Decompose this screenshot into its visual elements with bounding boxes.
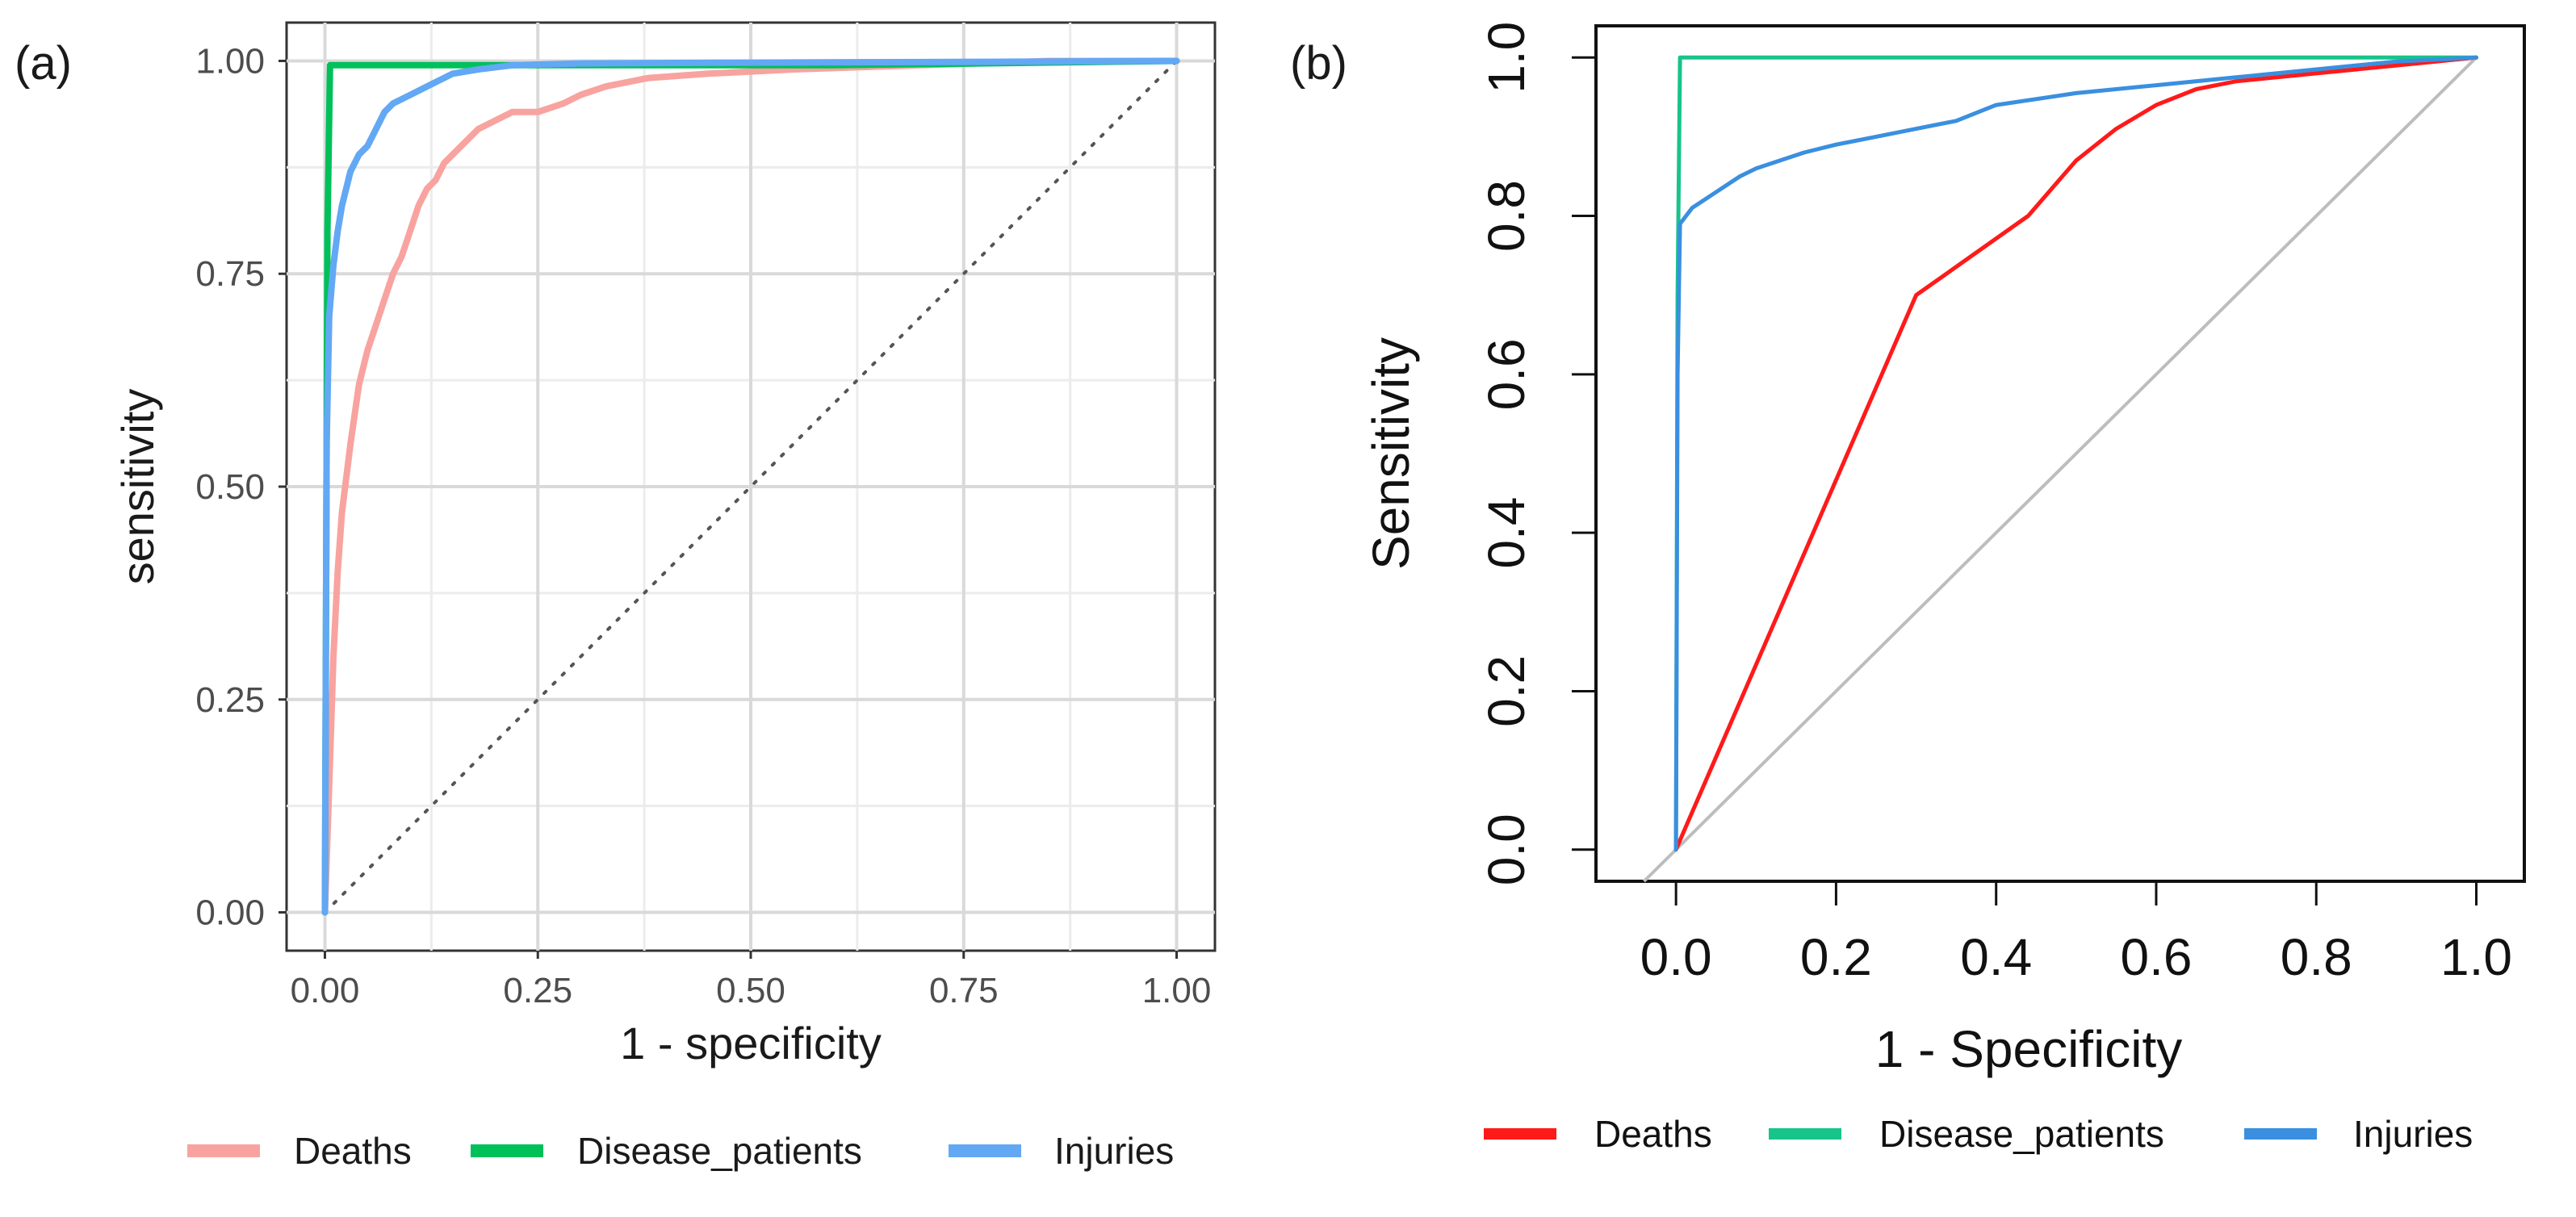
x-tick-label: 0.0 <box>1640 928 1712 986</box>
panel-b-x-axis-label: 1 - Specificity <box>1875 1020 2183 1078</box>
x-tick-label: 1.0 <box>2440 928 2512 986</box>
panel-b-plot-area <box>1594 24 2526 883</box>
legend-b-injuries-label: Injuries <box>2353 1113 2473 1155</box>
panel-a-y-axis-label: sensitivity <box>112 389 163 585</box>
y-tick-label: 0.8 <box>1477 180 1535 252</box>
x-tick-label: 0.6 <box>2120 928 2192 986</box>
panel-a-series <box>321 57 1180 916</box>
y-tick-label: 0.50 <box>195 467 265 507</box>
panel-b-reference-line <box>1643 56 2478 883</box>
panel-b-x-ticks: 0.0 0.2 0.4 0.6 0.8 1.0 <box>1640 881 2512 986</box>
panel-a-label: (a) <box>15 37 72 90</box>
x-tick-label: 0.4 <box>1960 928 2032 986</box>
x-tick-label: 1.00 <box>1142 971 1212 1010</box>
panel-a-x-ticks: 0.00 0.25 0.50 0.75 1.00 <box>291 951 1212 1010</box>
series-line-injuries <box>321 57 1180 916</box>
panel-b-series <box>1673 55 2478 852</box>
legend-b-deaths-label: Deaths <box>1594 1113 1712 1155</box>
y-tick-label: 0.2 <box>1477 655 1535 727</box>
y-tick-label: 1.00 <box>195 41 265 81</box>
y-tick-label: 0.25 <box>195 680 265 720</box>
series-line-deaths <box>1673 55 2478 852</box>
legend-a-deaths-label: Deaths <box>294 1130 412 1172</box>
panel-b-legend: Deaths Disease_patients Injuries <box>1484 1113 2473 1155</box>
y-tick-label: 1.0 <box>1477 22 1535 94</box>
panel-b: (b) 0.0 0.2 0.4 0.6 0.8 1.0 0.0 0.2 0.4 0.6 0.8 1.… <box>1290 22 2526 1155</box>
y-tick-label: 0.0 <box>1477 813 1535 885</box>
panel-b-y-axis-label: Sensitivity <box>1362 337 1420 570</box>
x-tick-label: 0.75 <box>929 971 999 1010</box>
y-tick-label: 0.75 <box>195 254 265 294</box>
series-line-deaths <box>321 57 1180 916</box>
panel-a-y-ticks: 0.00 0.25 0.50 0.75 1.00 <box>195 41 287 933</box>
panel-a: (a) 0.00 0.25 0.50 0.75 1.00 0.00 0.25 0.50 0.7… <box>15 21 1217 1172</box>
y-tick-label: 0.6 <box>1477 338 1535 410</box>
panel-b-y-ticks: 0.0 0.2 0.4 0.6 0.8 1.0 <box>1477 22 1596 885</box>
series-line-injuries <box>1673 55 2478 852</box>
x-tick-label: 0.2 <box>1800 928 1872 986</box>
panel-a-x-axis-label: 1 - specificity <box>620 1018 882 1069</box>
y-tick-label: 0.4 <box>1477 497 1535 569</box>
panel-b-label: (b) <box>1290 37 1347 90</box>
x-tick-label: 0.25 <box>503 971 572 1010</box>
x-tick-label: 0.50 <box>716 971 785 1010</box>
x-tick-label: 0.00 <box>291 971 360 1010</box>
x-tick-label: 0.8 <box>2281 928 2352 986</box>
legend-a-injuries-label: Injuries <box>1054 1130 1174 1172</box>
panel-a-legend: Deaths Disease_patients Injuries <box>187 1130 1174 1172</box>
y-tick-label: 0.00 <box>195 893 265 933</box>
legend-b-disease-label: Disease_patients <box>1879 1113 2164 1155</box>
legend-a-disease-label: Disease_patients <box>577 1130 862 1172</box>
